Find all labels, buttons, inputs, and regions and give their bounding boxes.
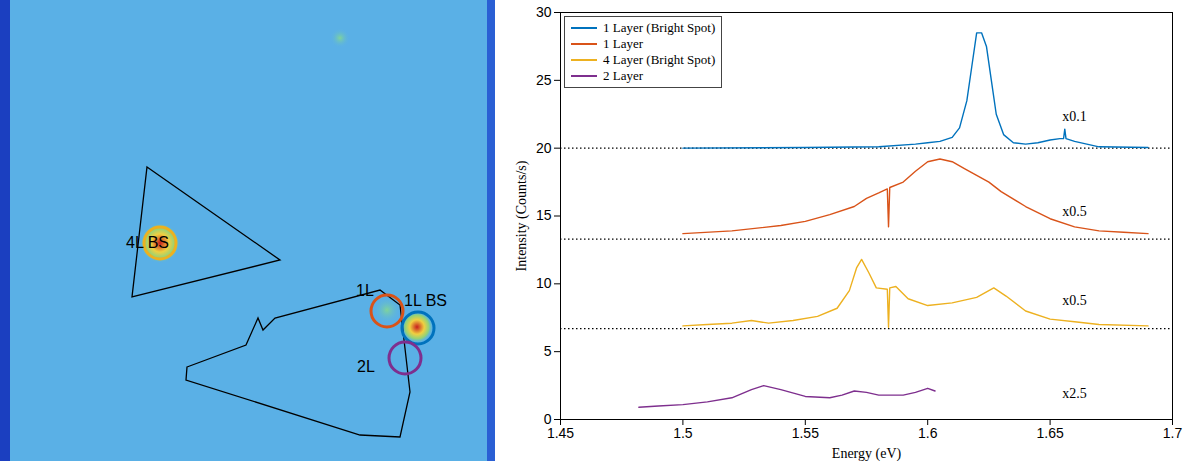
- svg-text:x0.5: x0.5: [1062, 293, 1087, 308]
- svg-text:2L: 2L: [357, 358, 375, 375]
- svg-text:15: 15: [536, 207, 552, 223]
- svg-text:30: 30: [536, 4, 552, 20]
- svg-text:0: 0: [543, 411, 552, 427]
- svg-text:20: 20: [536, 140, 552, 156]
- svg-text:1.7: 1.7: [1163, 425, 1183, 441]
- svg-text:Energy (eV): Energy (eV): [832, 446, 902, 461]
- html-text:2 Layer: 2 Layer: [603, 68, 644, 83]
- svg-text:5: 5: [544, 343, 552, 359]
- html-text:1 Layer (Bright Spot): 1 Layer (Bright Spot): [603, 20, 716, 35]
- svg-text:x2.5: x2.5: [1062, 386, 1087, 401]
- svg-text:1.65: 1.65: [1036, 425, 1063, 441]
- html-text:1 Layer: 1 Layer: [603, 36, 644, 51]
- svg-text:1L BS: 1L BS: [404, 292, 447, 309]
- svg-text:Intensity (Counts/s): Intensity (Counts/s): [514, 160, 530, 271]
- svg-text:1.6: 1.6: [918, 425, 938, 441]
- svg-text:1.45: 1.45: [547, 425, 574, 441]
- svg-text:10: 10: [536, 275, 552, 291]
- svg-text:1.5: 1.5: [673, 425, 693, 441]
- html-text:4 Layer (Bright Spot): 4 Layer (Bright Spot): [603, 52, 716, 67]
- svg-text:x0.1: x0.1: [1062, 109, 1087, 124]
- svg-text:25: 25: [536, 72, 552, 88]
- svg-text:4L BS: 4L BS: [126, 234, 169, 251]
- svg-text:1.55: 1.55: [792, 425, 819, 441]
- svg-text:x0.5: x0.5: [1062, 204, 1087, 219]
- svg-text:1L: 1L: [356, 282, 374, 299]
